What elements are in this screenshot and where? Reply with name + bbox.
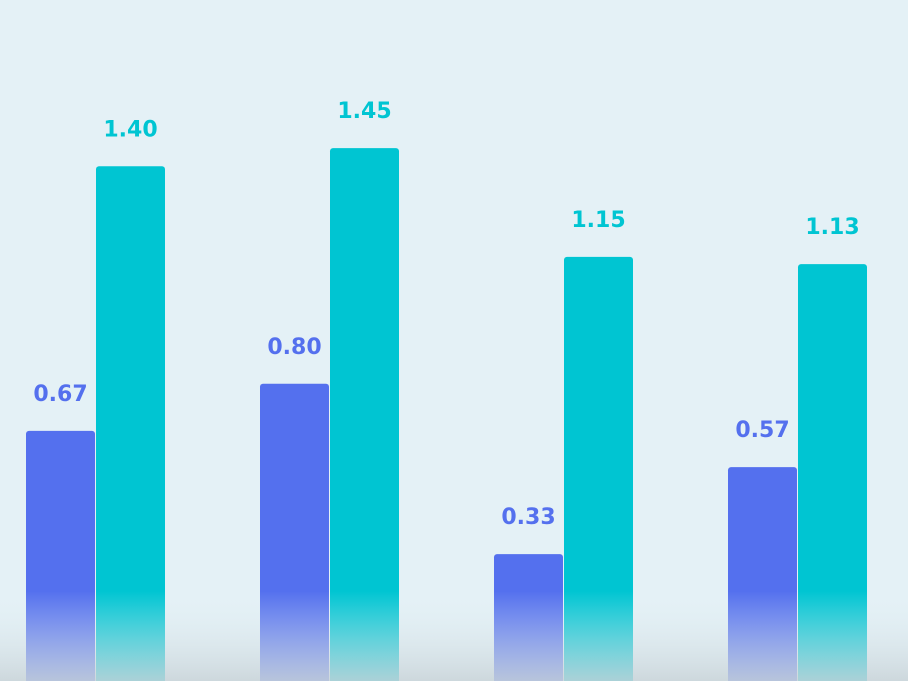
bar-2-2 <box>330 148 399 681</box>
data-label-1-4: 0.57 <box>735 418 789 443</box>
data-label-1-3: 0.33 <box>501 505 555 530</box>
bottom-shadow <box>0 591 908 681</box>
bar-2-4 <box>798 264 867 681</box>
data-label-1-2: 0.80 <box>267 335 321 360</box>
labels-layer: 0.67 1.40 0.80 1.45 0.33 1.15 0.57 1.13 <box>33 99 859 530</box>
bar-2-3 <box>564 256 633 681</box>
data-label-2-2: 1.45 <box>337 99 391 124</box>
data-label-1-1: 0.67 <box>33 382 87 407</box>
data-label-2-1: 1.40 <box>103 117 157 142</box>
data-label-2-3: 1.15 <box>571 208 625 233</box>
data-label-2-4: 1.13 <box>805 215 859 240</box>
bar-2-1 <box>96 166 165 681</box>
